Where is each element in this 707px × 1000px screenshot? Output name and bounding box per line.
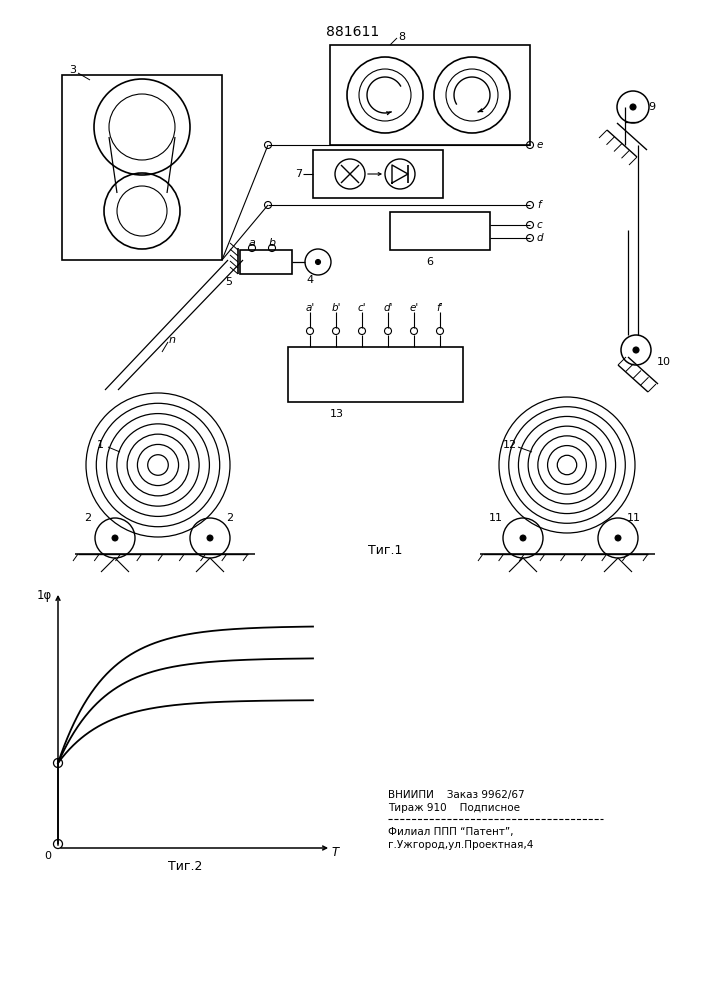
Circle shape [615,535,621,541]
Text: c': c' [358,303,366,313]
Bar [313,150,443,198]
Text: Филиал ППП “Патент”,: Филиал ППП “Патент”, [388,827,513,837]
Bar [330,45,530,145]
Circle shape [207,535,213,541]
Text: a: a [249,238,255,248]
Text: 9: 9 [648,102,655,112]
Text: f': f' [437,303,443,313]
Bar [288,347,463,402]
Text: 12: 12 [503,440,517,450]
Text: 8: 8 [398,32,405,42]
Text: 7: 7 [295,169,302,179]
Text: d: d [537,233,544,243]
Bar [62,75,222,260]
Text: 6: 6 [426,257,433,267]
Text: 13: 13 [330,409,344,419]
Text: b: b [269,238,276,248]
Text: 3: 3 [69,65,76,75]
Text: f: f [537,200,541,210]
Bar [240,250,292,274]
Circle shape [315,259,320,264]
Text: b': b' [332,303,341,313]
Text: e: e [537,140,544,150]
Text: 4: 4 [306,275,314,285]
Text: c: c [537,220,543,230]
Circle shape [112,535,118,541]
Text: Тираж 910    Подписное: Тираж 910 Подписное [388,803,520,813]
Text: 11: 11 [627,513,641,523]
Text: Τиг.1: Τиг.1 [368,544,402,556]
Text: e': e' [409,303,419,313]
Text: г.Ужгород,ул.Проектная,4: г.Ужгород,ул.Проектная,4 [388,840,533,850]
Text: 1: 1 [96,440,103,450]
Text: ВНИИПИ    Заказ 9962/67: ВНИИПИ Заказ 9962/67 [388,790,525,800]
Text: d': d' [383,303,393,313]
Text: 10: 10 [657,357,671,367]
Text: 5: 5 [225,277,232,287]
Text: Τиг.2: Τиг.2 [168,859,202,872]
Text: n: n [168,335,175,345]
Text: 2: 2 [226,513,233,523]
Circle shape [520,535,526,541]
Circle shape [633,347,639,353]
Bar [390,212,490,250]
Text: 0: 0 [45,851,52,861]
Circle shape [630,104,636,110]
Text: a': a' [305,303,315,313]
Text: T: T [332,846,339,859]
Text: 11: 11 [489,513,503,523]
Text: 1φ: 1φ [37,589,52,602]
Text: 881611: 881611 [327,25,380,39]
Text: 2: 2 [84,513,92,523]
